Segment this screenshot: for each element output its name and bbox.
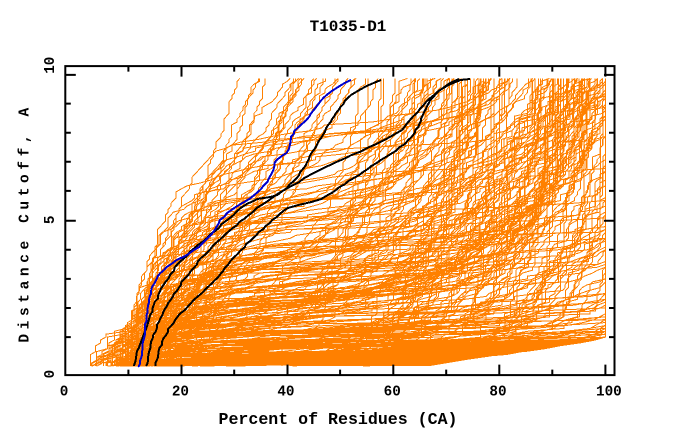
svg-text:T1035-D1: T1035-D1 — [310, 18, 387, 36]
svg-text:60: 60 — [384, 385, 401, 401]
svg-text:40: 40 — [277, 385, 294, 401]
svg-text:80: 80 — [489, 385, 506, 401]
svg-text:0: 0 — [43, 370, 59, 379]
svg-text:Percent of Residues (CA): Percent of Residues (CA) — [219, 410, 458, 429]
svg-text:0: 0 — [60, 385, 69, 401]
svg-text:Distance Cutoff, A: Distance Cutoff, A — [18, 103, 34, 342]
svg-text:20: 20 — [172, 385, 189, 401]
svg-text:5: 5 — [43, 216, 59, 225]
svg-text:10: 10 — [43, 57, 59, 74]
svg-text:100: 100 — [596, 385, 622, 401]
